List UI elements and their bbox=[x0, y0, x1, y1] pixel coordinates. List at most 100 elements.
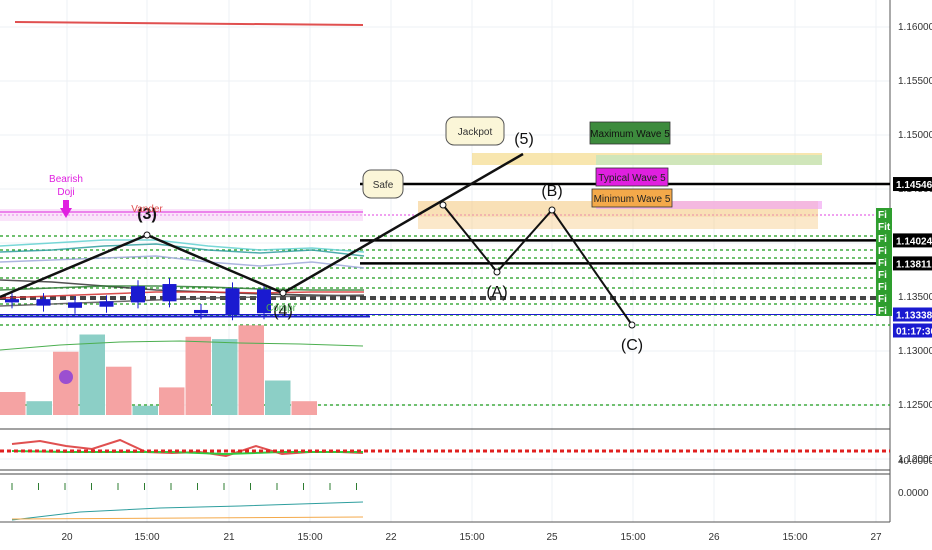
elliott-impulse-line bbox=[0, 152, 524, 299]
flag-box-2 bbox=[591, 188, 673, 208]
callout-bubble-1 bbox=[362, 169, 404, 199]
lower-line-1 bbox=[11, 501, 364, 521]
candle-body-4 bbox=[131, 286, 145, 303]
bearish-arrow-stem bbox=[63, 200, 69, 209]
fib-tag-column bbox=[876, 208, 892, 316]
volume-bar-9 bbox=[238, 325, 264, 415]
volume-bar-6 bbox=[159, 387, 185, 415]
price-tag-text-4: 01:17:36 bbox=[896, 326, 932, 337]
moving-average-1 bbox=[0, 239, 365, 253]
callout-text-1: Safe bbox=[373, 180, 394, 191]
moving-average-3 bbox=[0, 279, 365, 297]
price-tag-text-2: 1.13811 bbox=[896, 259, 932, 270]
wave-label-3: (A) bbox=[486, 284, 507, 301]
price-tag-box-2 bbox=[893, 256, 932, 271]
wave-label-5: (C) bbox=[621, 337, 643, 354]
wave-node-4 bbox=[548, 206, 556, 214]
wave-label-0: (3) bbox=[137, 206, 157, 223]
price-tag-box-0 bbox=[893, 177, 932, 192]
candle-body-0 bbox=[5, 299, 19, 303]
magenta-band bbox=[0, 209, 363, 221]
candle-body-2 bbox=[68, 302, 82, 308]
x-tick-label-7: 15:00 bbox=[620, 532, 645, 543]
bearish-arrow-icon bbox=[60, 208, 72, 218]
wave-label-1: (4) bbox=[273, 303, 293, 320]
volume-bar-10 bbox=[265, 380, 291, 415]
moving-average-0 bbox=[0, 243, 365, 257]
top-red-line bbox=[14, 21, 364, 26]
y-tick-label-1: 1.15500 bbox=[898, 76, 932, 87]
y-tick-label-2: 1.15000 bbox=[898, 130, 932, 141]
volume-bar-3 bbox=[79, 334, 105, 415]
flag-text-1: Typical Wave 5 bbox=[598, 173, 666, 184]
candle-body-6 bbox=[194, 309, 208, 314]
price-tag-text-0: 1.14546 bbox=[896, 180, 932, 191]
x-tick-label-10: 27 bbox=[870, 532, 882, 543]
max-wave5-zone bbox=[596, 155, 822, 165]
flag-text-0: Maximum Wave 5 bbox=[590, 129, 670, 140]
candle-body-1 bbox=[36, 299, 51, 306]
wave-label-4: (B) bbox=[541, 183, 562, 200]
candle-body-5 bbox=[162, 284, 177, 302]
moving-average-4 bbox=[0, 291, 364, 299]
price-tag-box-1 bbox=[893, 233, 932, 248]
callout-bubble-0 bbox=[445, 116, 505, 146]
typical-wave5-zone bbox=[596, 201, 822, 209]
x-tick-label-1: 15:00 bbox=[134, 532, 159, 543]
flag-box-1 bbox=[595, 167, 669, 187]
volume-bar-8 bbox=[212, 339, 238, 415]
volume-bar-5 bbox=[132, 405, 158, 415]
fib-tag-1: Fit bbox=[878, 222, 891, 233]
fib-tag-7: Fi bbox=[878, 294, 887, 305]
flag-box-0 bbox=[589, 121, 671, 145]
annotation-doji: Doji bbox=[57, 187, 74, 198]
x-tick-label-3: 15:00 bbox=[297, 532, 322, 543]
wave-node-0 bbox=[143, 231, 151, 239]
lower-line-2 bbox=[11, 516, 364, 520]
price-tag-box-3 bbox=[893, 307, 932, 322]
y-tick-label-0: 1.16000 bbox=[898, 22, 932, 33]
min-wave5-zone-lower bbox=[418, 217, 818, 229]
fib-tag-2: Fi bbox=[878, 234, 887, 245]
volume-bar-7 bbox=[185, 336, 211, 415]
fib-tag-6: Fi bbox=[878, 282, 887, 293]
x-tick-label-8: 26 bbox=[708, 532, 720, 543]
annotation-vander: Vander bbox=[131, 204, 163, 215]
volume-bar-4 bbox=[106, 366, 132, 415]
fib-tag-8: Fi bbox=[878, 306, 887, 317]
wave-node-3 bbox=[493, 268, 501, 276]
price-tag-text-1: 1.14024 bbox=[896, 236, 932, 247]
volume-marker bbox=[59, 370, 73, 384]
x-tick-label-5: 15:00 bbox=[459, 532, 484, 543]
fib-tag-5: Fi bbox=[878, 270, 887, 281]
annotation-bearish: Bearish bbox=[49, 174, 83, 185]
lower-level-label: 0.0000 bbox=[898, 488, 929, 499]
x-tick-label-0: 20 bbox=[61, 532, 73, 543]
wave-node-2 bbox=[439, 201, 447, 209]
volume-bar-11 bbox=[291, 401, 317, 415]
candle-body-7 bbox=[225, 288, 240, 315]
oscillator-level-label: 40.0000 bbox=[898, 456, 932, 467]
fib-tag-4: Fi bbox=[878, 258, 887, 269]
moving-average-5 bbox=[0, 285, 364, 291]
price-tag-box-4 bbox=[893, 323, 932, 338]
y-tick-label-6: 1.13000 bbox=[898, 346, 932, 357]
x-tick-label-9: 15:00 bbox=[782, 532, 807, 543]
volume-bar-0 bbox=[0, 392, 26, 415]
annotation-compr: Compr bbox=[266, 303, 297, 314]
candle-body-8 bbox=[257, 289, 271, 314]
candle-body-3 bbox=[99, 301, 114, 307]
x-tick-label-2: 21 bbox=[223, 532, 235, 543]
x-tick-label-4: 22 bbox=[385, 532, 397, 543]
wave-node-1 bbox=[279, 289, 287, 297]
volume-bar-1 bbox=[26, 401, 52, 415]
y-tick-label-5: 1.13500 bbox=[898, 292, 932, 303]
y-tick-label-8: 1.12000 bbox=[898, 454, 932, 465]
flag-text-2: Minimum Wave 5 bbox=[594, 194, 671, 205]
wave-node-5 bbox=[628, 321, 636, 329]
wave-label-2: (5) bbox=[514, 131, 534, 148]
fib-tag-3: Fi bbox=[878, 246, 887, 257]
moving-average-2 bbox=[0, 255, 365, 269]
